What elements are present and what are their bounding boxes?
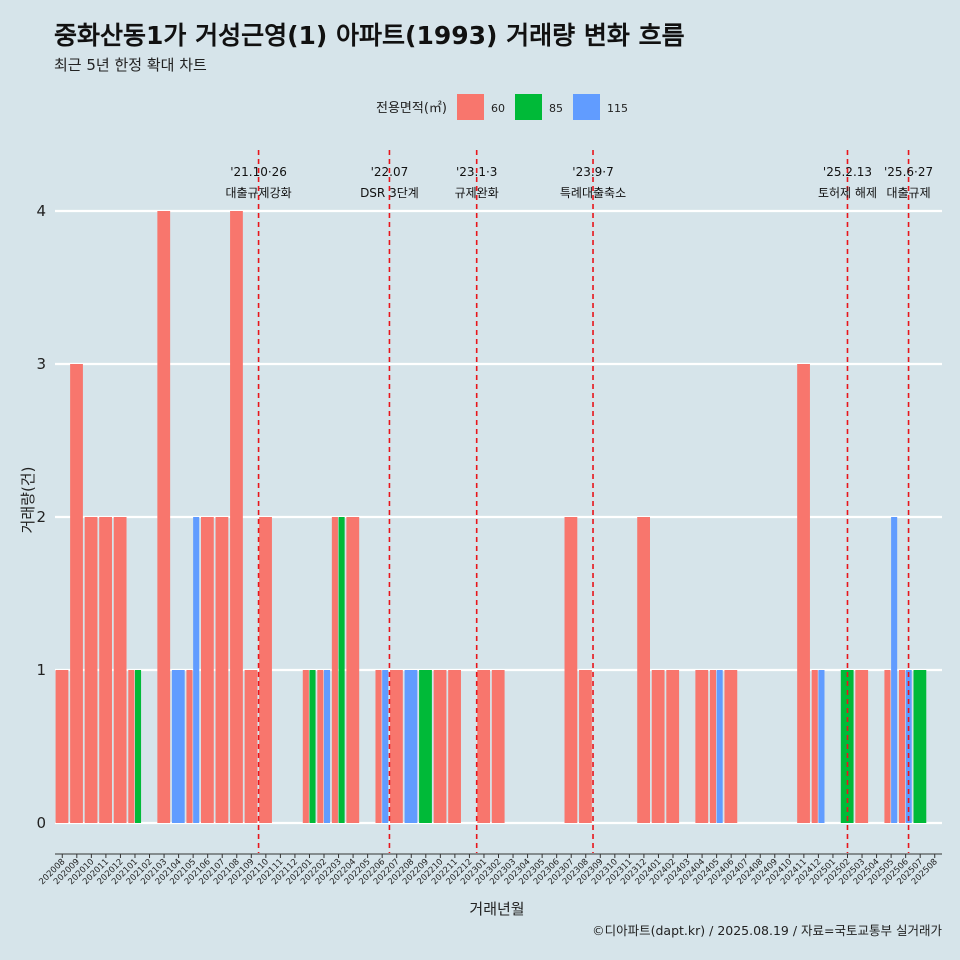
bar-202204-60 — [346, 517, 360, 823]
bar-202412-115 — [818, 670, 825, 823]
y-tick-label: 2 — [36, 508, 46, 526]
x-axis-title: 거래년월 — [469, 900, 524, 918]
legend-label-85: 85 — [549, 102, 563, 115]
bar-202312-60 — [637, 517, 650, 823]
caption: ©디아파트(dapt.kr) / 2025.08.19 / 자료=국토교통부 실… — [592, 923, 942, 938]
legend: 전용면적(㎡) 60 85 115 — [376, 94, 628, 120]
bar-202411-60 — [797, 364, 810, 823]
bar-202406-60 — [724, 670, 738, 823]
bar-202104-115 — [171, 670, 185, 823]
event-date: '23.1·3 — [456, 165, 497, 179]
bar-202210-60 — [433, 670, 447, 823]
event-label: 대출규제 — [886, 186, 930, 200]
bar-202405-115 — [716, 670, 723, 823]
bar-202308-60 — [579, 670, 592, 823]
bar-202203-60 — [331, 517, 338, 823]
bar-202307-60 — [564, 517, 578, 823]
bar-202208-115 — [404, 670, 418, 823]
bar-202405-60 — [709, 670, 717, 823]
y-tick-label: 1 — [36, 661, 46, 679]
legend-swatch-85 — [515, 94, 542, 120]
bar-202412-60 — [811, 670, 818, 823]
bar-202503-60 — [855, 670, 869, 823]
bar-202202-60 — [317, 670, 324, 823]
bar-202110-60 — [259, 517, 272, 823]
bar-202507-85 — [913, 670, 927, 823]
bar-202505-115 — [891, 517, 898, 823]
y-tick-label: 4 — [36, 202, 46, 220]
event-date: '22.07 — [371, 165, 409, 179]
bar-202109-60 — [244, 670, 258, 823]
event-label: 규제완화 — [455, 186, 499, 200]
bar-202108-60 — [230, 211, 243, 823]
bar-202202-115 — [324, 670, 331, 823]
bar-202009-60 — [70, 364, 83, 823]
legend-swatch-60 — [457, 94, 484, 120]
bar-202107-60 — [215, 517, 229, 823]
legend-label-115: 115 — [607, 102, 628, 115]
bar-202211-60 — [448, 670, 461, 823]
legend-label-60: 60 — [491, 102, 505, 115]
event-date: '21.10·26 — [230, 165, 287, 179]
bar-202206-60 — [375, 670, 382, 823]
bar-202209-85 — [419, 670, 432, 823]
bar-202101-85 — [134, 670, 142, 823]
bar-202302-60 — [491, 670, 505, 823]
y-axis-title: 거래량(건) — [19, 467, 37, 534]
bar-202301-60 — [477, 670, 491, 823]
bar-202206-115 — [382, 670, 389, 823]
bar-202203-85 — [338, 517, 345, 823]
legend-title: 전용면적(㎡) — [376, 101, 447, 116]
bar-202012-60 — [113, 517, 127, 823]
bar-202505-60 — [884, 670, 891, 823]
event-label: 대출규제강화 — [225, 186, 291, 200]
bar-202201-85 — [309, 670, 316, 823]
chart-title: 중화산동1가 거성근영(1) 아파트(1993) 거래량 변화 흐름 — [54, 21, 685, 50]
bar-202008-60 — [55, 670, 69, 823]
bar-202401-60 — [651, 670, 665, 823]
bar-202506-60 — [898, 670, 906, 823]
chart-subtitle: 최근 5년 한정 확대 차트 — [54, 56, 207, 74]
bar-202106-60 — [200, 517, 214, 823]
event-date: '25.2.13 — [823, 165, 872, 179]
bar-202105-115 — [193, 517, 200, 823]
bar-202103-60 — [157, 211, 171, 823]
bar-202101-60 — [128, 670, 135, 823]
bar-202105-60 — [186, 670, 193, 823]
bar-202404-60 — [695, 670, 709, 823]
event-date: '23.9·7 — [572, 165, 613, 179]
bar-202402-60 — [666, 670, 680, 823]
event-label: 특례대출축소 — [560, 186, 626, 200]
bar-202011-60 — [99, 517, 112, 823]
event-label: 토허제 해제 — [818, 186, 877, 200]
y-tick-label: 0 — [36, 814, 46, 832]
event-date: '25.6·27 — [884, 165, 933, 179]
bar-202010-60 — [84, 517, 98, 823]
bar-202207-60 — [390, 670, 403, 823]
event-label: DSR 3단계 — [360, 186, 419, 200]
y-tick-label: 3 — [36, 355, 46, 373]
legend-swatch-115 — [573, 94, 600, 120]
bar-202201-60 — [302, 670, 309, 823]
